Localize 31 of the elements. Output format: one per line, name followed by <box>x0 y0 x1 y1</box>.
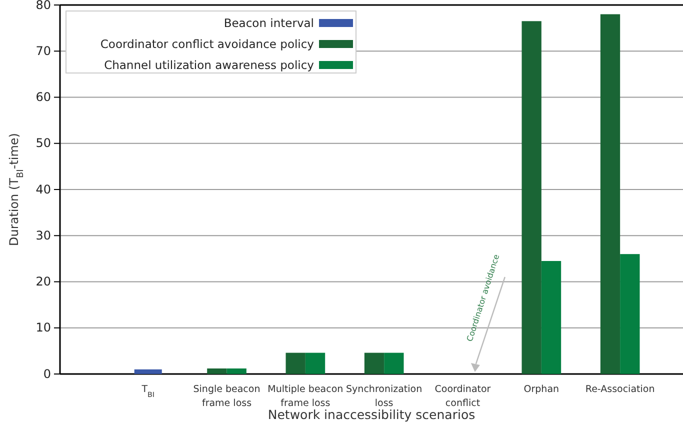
y-tick-label: 80 <box>36 0 51 12</box>
y-tick-label: 10 <box>36 320 51 335</box>
x-tick-label: Synchronization loss <box>346 384 422 409</box>
bar <box>134 369 162 374</box>
x-tick-label: T$_{BI}$ <box>140 384 154 398</box>
y-tick-label: 40 <box>36 182 51 196</box>
y-tick-label: 60 <box>36 90 51 104</box>
y-tick-label: 70 <box>36 44 51 58</box>
x-tick-label: Coordinator conflict <box>434 384 491 409</box>
legend-label: Beacon interval <box>224 16 314 30</box>
bar <box>286 352 306 374</box>
x-tick-label: Orphan <box>524 384 560 395</box>
x-axis-title: Network inaccessibility scenarios <box>268 407 476 422</box>
bar <box>384 352 404 374</box>
x-tick-label: Multiple beacon frame loss <box>268 384 344 409</box>
x-tick-label: Single beacon frame loss <box>193 384 260 409</box>
y-tick-label: 30 <box>36 228 51 242</box>
y-tick-label: 20 <box>36 274 51 289</box>
bar <box>305 352 326 374</box>
legend-label: Channel utilization awareness policy <box>104 58 314 72</box>
x-tick-label: Re-Association <box>585 384 655 395</box>
y-tick-label: 0 <box>43 366 51 381</box>
bar <box>207 368 227 374</box>
bar <box>226 368 246 374</box>
bar <box>541 260 562 374</box>
legend-label: Coordinator conflict avoidance policy <box>100 37 314 51</box>
bar <box>522 21 542 374</box>
bar <box>600 14 620 374</box>
bar <box>364 352 384 374</box>
y-tick-label: 50 <box>36 136 51 150</box>
bar <box>620 254 640 374</box>
